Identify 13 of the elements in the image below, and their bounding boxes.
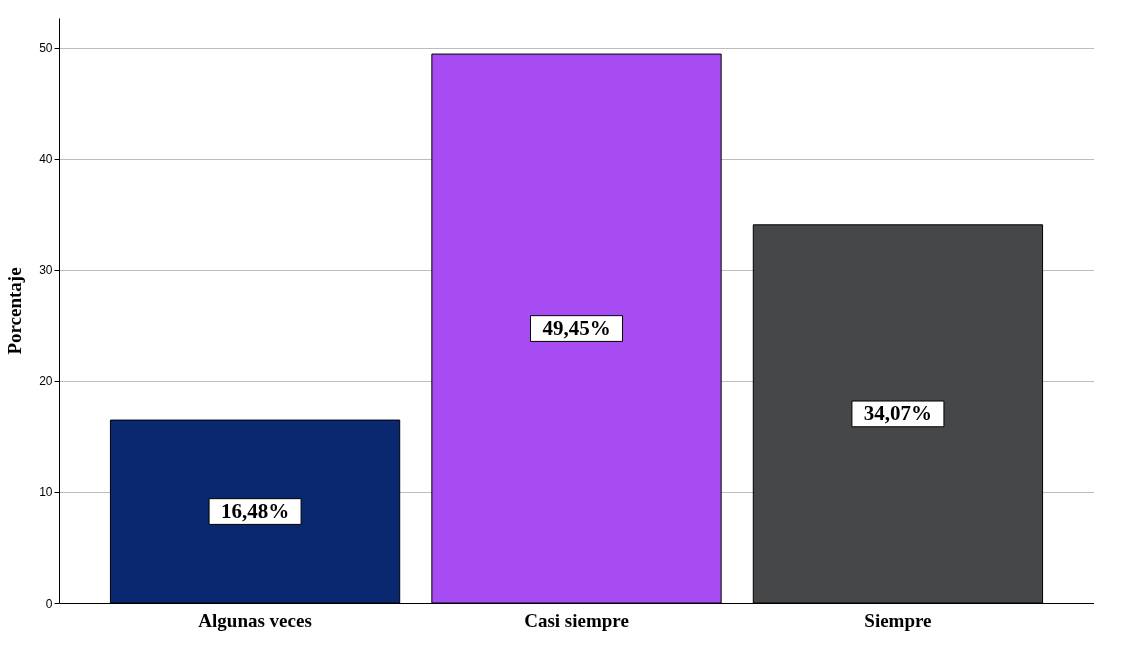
data-label: 49,45%	[542, 315, 611, 340]
data-label: 34,07%	[863, 400, 933, 425]
y-tick-label: 0	[45, 596, 53, 611]
x-tick-label: Siempre	[864, 609, 932, 631]
x-tick-label: Algunas veces	[198, 609, 312, 631]
y-tick-label: 30	[39, 263, 53, 278]
y-tick-label: 50	[39, 41, 53, 56]
y-axis-title: Porcentaje	[4, 267, 26, 355]
data-label: 16,48%	[220, 498, 290, 523]
x-tick-label: Casi siempre	[524, 609, 629, 631]
y-tick-label: 40	[39, 152, 53, 167]
y-tick-label: 10	[39, 485, 53, 500]
y-tick-label: 20	[39, 374, 53, 389]
